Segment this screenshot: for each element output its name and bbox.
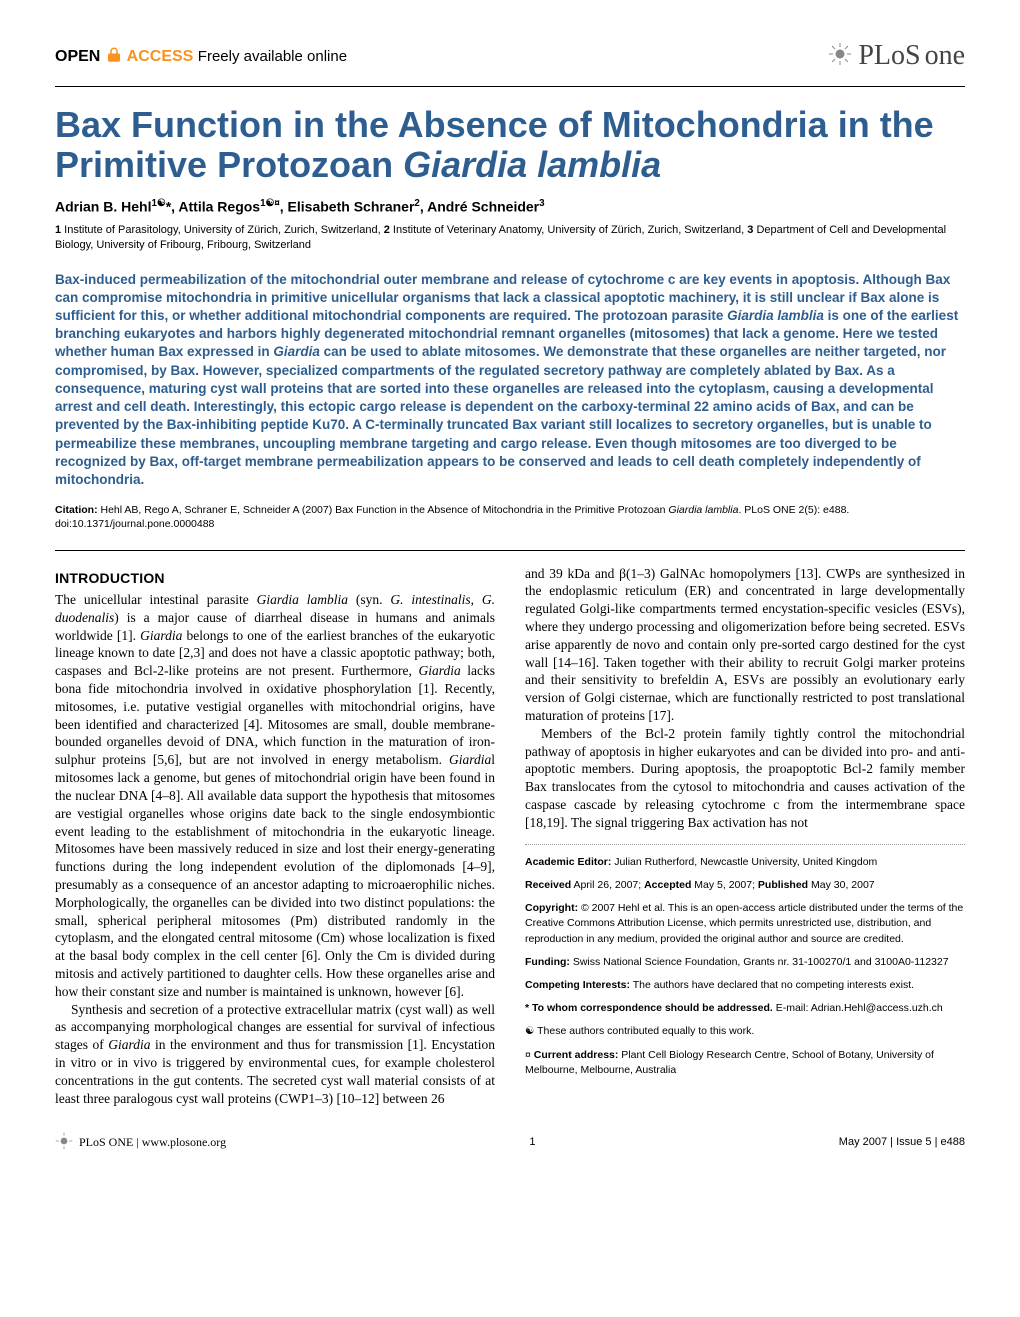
metadata-separator xyxy=(525,844,965,845)
column-right: and 39 kDa and β(1–3) GalNAc homopolymer… xyxy=(525,565,965,1108)
authors-line: Adrian B. Hehl1☯*, Attila Regos1☯¤, Elis… xyxy=(55,198,965,215)
intro-paragraph-4: Members of the Bcl-2 protein family tigh… xyxy=(525,725,965,832)
article-dates: Received April 26, 2007; Accepted May 5,… xyxy=(525,878,965,893)
two-column-body: INTRODUCTION The unicellular intestinal … xyxy=(55,565,965,1108)
page-header: OPEN ACCESS Freely available online PLoS… xyxy=(55,40,965,72)
competing-interests: Competing Interests: The authors have de… xyxy=(525,978,965,993)
intro-paragraph-1: The unicellular intestinal parasite Giar… xyxy=(55,591,495,1001)
footer-journal: PLoS ONE | www.plosone.org xyxy=(79,1135,226,1150)
open-access-open: OPEN xyxy=(55,48,100,65)
sun-icon xyxy=(55,1132,73,1153)
footer-page-number: 1 xyxy=(529,1136,535,1148)
footer-left: PLoS ONE | www.plosone.org xyxy=(55,1132,226,1153)
section-rule xyxy=(55,550,965,551)
page-footer: PLoS ONE | www.plosone.org 1 May 2007 | … xyxy=(55,1132,965,1153)
intro-paragraph-3: and 39 kDa and β(1–3) GalNAc homopolymer… xyxy=(525,565,965,725)
current-address: ¤ Current address: Plant Cell Biology Re… xyxy=(525,1048,965,1078)
footer-issue: May 2007 | Issue 5 | e488 xyxy=(839,1136,965,1148)
logo-one: one xyxy=(925,40,965,72)
funding: Funding: Swiss National Science Foundati… xyxy=(525,955,965,970)
title-line-2a: Primitive Protozoan xyxy=(55,144,403,185)
title-species: Giardia lamblia xyxy=(403,144,661,185)
intro-heading: INTRODUCTION xyxy=(55,569,495,587)
column-left: INTRODUCTION The unicellular intestinal … xyxy=(55,565,495,1108)
abstract: Bax-induced permeabilization of the mito… xyxy=(55,271,965,490)
title-line-1: Bax Function in the Absence of Mitochond… xyxy=(55,104,934,145)
article-metadata: Academic Editor: Julian Rutherford, Newc… xyxy=(525,855,965,1078)
journal-logo: PLoS one xyxy=(828,40,965,72)
open-access-freely: Freely available online xyxy=(198,48,347,65)
sun-icon xyxy=(828,42,852,71)
logo-plos: PLoS xyxy=(858,40,920,72)
academic-editor: Academic Editor: Julian Rutherford, Newc… xyxy=(525,855,965,870)
lock-icon xyxy=(105,48,127,65)
correspondence: * To whom correspondence should be addre… xyxy=(525,1001,965,1016)
equal-contribution: ☯ These authors contributed equally to t… xyxy=(525,1024,965,1039)
affiliations: 1 Institute of Parasitology, University … xyxy=(55,223,965,253)
intro-paragraph-2: Synthesis and secretion of a protective … xyxy=(55,1001,495,1108)
article-title: Bax Function in the Absence of Mitochond… xyxy=(55,105,965,184)
header-rule xyxy=(55,86,965,87)
open-access-access: ACCESS xyxy=(127,48,194,65)
open-access-label: OPEN ACCESS Freely available online xyxy=(55,46,347,66)
citation: Citation: Hehl AB, Rego A, Schraner E, S… xyxy=(55,503,965,531)
copyright: Copyright: © 2007 Hehl et al. This is an… xyxy=(525,901,965,947)
